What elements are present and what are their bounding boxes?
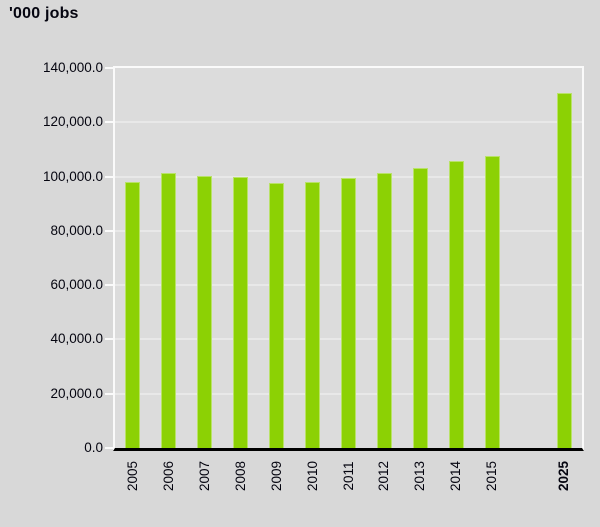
- y-axis-label: 120,000.0: [42, 114, 103, 130]
- y-axis-tick: [105, 338, 113, 341]
- gridline-100000: [115, 175, 582, 178]
- x-axis-label-2008: 2008: [232, 460, 248, 492]
- bar-2008: [233, 177, 249, 448]
- y-axis-label: 80,000.0: [50, 222, 103, 238]
- bar-2015: [484, 156, 500, 448]
- y-axis-tick: [105, 175, 113, 178]
- x-axis-label-2010: 2010: [304, 460, 320, 492]
- x-axis-label-2006: 2006: [160, 460, 176, 492]
- bar-2007: [197, 176, 213, 448]
- y-axis-tick: [105, 229, 113, 232]
- y-axis-label: 40,000.0: [50, 331, 103, 347]
- y-axis-tick: [105, 447, 113, 449]
- plot-area: [113, 66, 584, 451]
- x-axis-label-2011: 2011: [340, 461, 356, 491]
- bar-2011: [341, 178, 356, 448]
- x-axis-label-2012: 2012: [376, 460, 392, 492]
- x-axis-label-2013: 2013: [412, 460, 428, 492]
- bar-2025: [556, 93, 572, 448]
- x-axis-label-2014: 2014: [448, 460, 464, 492]
- chart-title: '000 jobs: [9, 5, 79, 22]
- bar-2014: [448, 161, 464, 448]
- gridline-120000: [115, 121, 582, 124]
- y-axis-label: 100,000.0: [42, 168, 103, 184]
- y-axis-label: 0.0: [84, 440, 103, 455]
- y-axis-tick: [105, 392, 113, 395]
- y-axis-label: 140,000.0: [42, 60, 103, 75]
- y-axis-tick: [105, 121, 113, 124]
- bar-2012: [376, 173, 392, 448]
- bar-2013: [412, 168, 428, 448]
- bar-2010: [305, 182, 321, 448]
- bar-2009: [269, 183, 285, 448]
- bar-2006: [161, 173, 177, 448]
- x-axis-label-2015: 2015: [484, 460, 500, 492]
- y-axis-tick: [105, 284, 113, 287]
- y-axis-label: 60,000.0: [50, 277, 103, 293]
- y-axis-label: 20,000.0: [50, 385, 103, 401]
- x-axis-label-2009: 2009: [268, 460, 284, 492]
- x-axis-label-2025: 2025: [556, 460, 572, 492]
- x-axis-label-2005: 2005: [124, 460, 140, 492]
- bar-2005: [125, 182, 141, 448]
- y-axis-tick: [105, 67, 113, 69]
- x-axis-label-2007: 2007: [196, 460, 212, 492]
